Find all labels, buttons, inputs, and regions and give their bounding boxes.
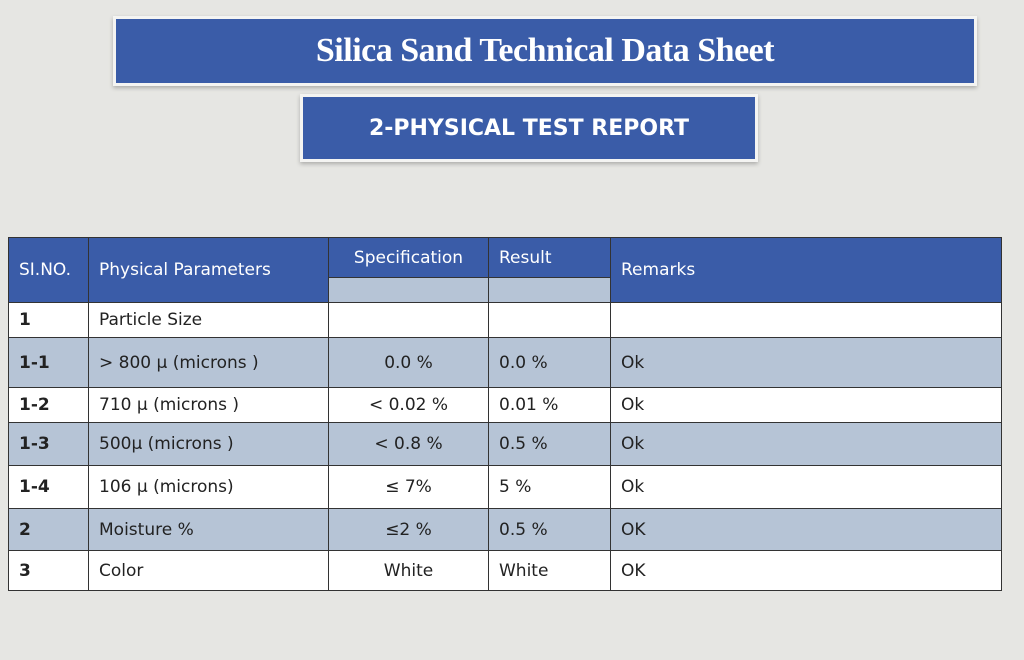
table-cell: 0.5 % bbox=[488, 508, 611, 551]
table-cell: 0.0 % bbox=[328, 337, 489, 388]
table-cell: OK bbox=[610, 508, 1002, 551]
table-cell: 3 bbox=[8, 550, 89, 591]
table-cell: Particle Size bbox=[88, 302, 329, 338]
table-row: 1 Particle Size bbox=[8, 302, 1002, 338]
table-cell: 2 bbox=[8, 508, 89, 551]
table-row: 1-4 106 µ (microns) ≤ 7% 5 % Ok bbox=[8, 465, 1002, 509]
table-row: 1-3 500µ (microns ) < 0.8 % 0.5 % Ok bbox=[8, 422, 1002, 466]
table-cell: < 0.02 % bbox=[328, 387, 489, 423]
header-subcell bbox=[328, 277, 489, 303]
table-cell: 500µ (microns ) bbox=[88, 422, 329, 466]
table-row: 3 Color White White OK bbox=[8, 550, 1002, 591]
column-header: Result bbox=[488, 237, 611, 278]
table-cell: OK bbox=[610, 550, 1002, 591]
table-cell: White bbox=[488, 550, 611, 591]
table-cell bbox=[328, 302, 489, 338]
table-cell: 0.0 % bbox=[488, 337, 611, 388]
table-cell: 0.5 % bbox=[488, 422, 611, 466]
table-cell: Color bbox=[88, 550, 329, 591]
table-cell: 1-2 bbox=[8, 387, 89, 423]
table-cell: White bbox=[328, 550, 489, 591]
table-cell: 0.01 % bbox=[488, 387, 611, 423]
table-body: 1 Particle Size 1-1 > 800 µ (microns ) 0.0 %… bbox=[8, 302, 1002, 591]
table-row: 1-1 > 800 µ (microns ) 0.0 % 0.0 % Ok bbox=[8, 337, 1002, 388]
subtitle-banner: 2-PHYSICAL TEST REPORT bbox=[300, 94, 758, 162]
table-cell: 1-4 bbox=[8, 465, 89, 509]
table-cell: < 0.8 % bbox=[328, 422, 489, 466]
header-subcell bbox=[488, 277, 611, 303]
title-banner: Silica Sand Technical Data Sheet bbox=[113, 16, 977, 86]
header-row: SI.NO. Physical Parameters Specification… bbox=[8, 237, 1002, 303]
table-cell bbox=[488, 302, 611, 338]
table-cell: Ok bbox=[610, 465, 1002, 509]
table-cell: Ok bbox=[610, 337, 1002, 388]
table-cell: 5 % bbox=[488, 465, 611, 509]
table-cell: 106 µ (microns) bbox=[88, 465, 329, 509]
data-table: SI.NO. Physical Parameters Specification… bbox=[8, 237, 1002, 591]
table-cell: > 800 µ (microns ) bbox=[88, 337, 329, 388]
table-cell: Moisture % bbox=[88, 508, 329, 551]
table-cell bbox=[610, 302, 1002, 338]
table-cell: Ok bbox=[610, 422, 1002, 466]
table-cell: 1 bbox=[8, 302, 89, 338]
column-header: Specification bbox=[328, 237, 489, 278]
table-row: 1-2 710 µ (microns ) < 0.02 % 0.01 % Ok bbox=[8, 387, 1002, 423]
table-cell: ≤ 7% bbox=[328, 465, 489, 509]
table-cell: ≤2 % bbox=[328, 508, 489, 551]
column-header: Physical Parameters bbox=[88, 237, 329, 303]
table-cell: 1-1 bbox=[8, 337, 89, 388]
subtitle: 2-PHYSICAL TEST REPORT bbox=[368, 115, 690, 141]
table-cell: 710 µ (microns ) bbox=[88, 387, 329, 423]
table-row: 2 Moisture % ≤2 % 0.5 % OK bbox=[8, 508, 1002, 551]
column-header: Remarks bbox=[610, 237, 1002, 303]
column-header: SI.NO. bbox=[8, 237, 89, 303]
table-cell: 1-3 bbox=[8, 422, 89, 466]
title: Silica Sand Technical Data Sheet bbox=[315, 32, 775, 69]
table-cell: Ok bbox=[610, 387, 1002, 423]
